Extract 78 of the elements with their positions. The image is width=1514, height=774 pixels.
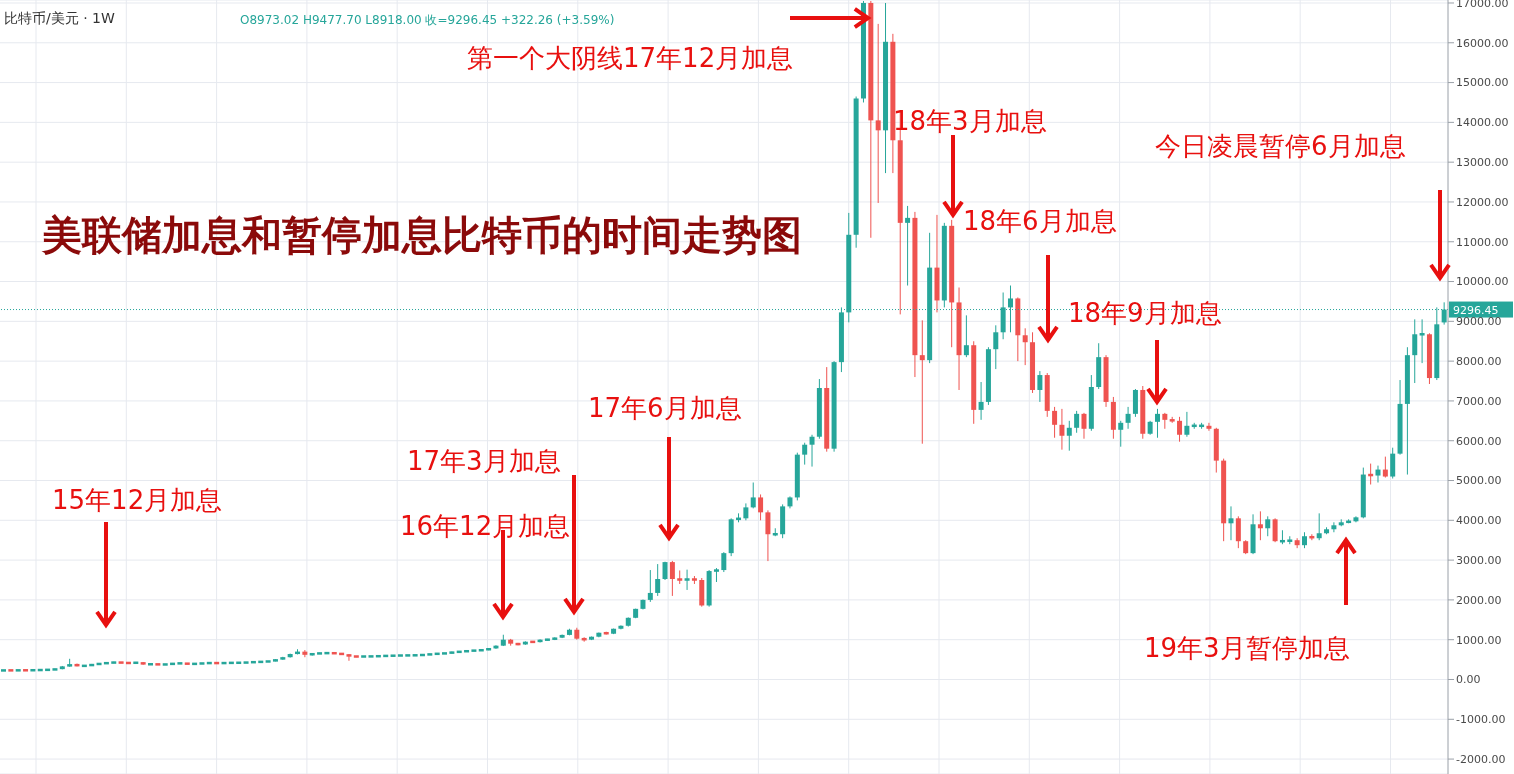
candlestick xyxy=(875,23,881,204)
candlestick xyxy=(1177,416,1183,443)
candlestick xyxy=(758,493,764,521)
candlestick xyxy=(978,381,984,421)
annotation: 19年3月暂停加息 xyxy=(1144,632,1350,664)
candlestick xyxy=(1125,406,1131,430)
candlestick xyxy=(1052,406,1058,439)
candlestick xyxy=(1059,408,1065,451)
annotation: 第一个大阴线17年12月加息 xyxy=(467,42,794,74)
candlestick xyxy=(684,569,690,591)
candlestick xyxy=(647,569,653,603)
candlestick xyxy=(346,653,352,662)
y-tick-label: 5000.00 xyxy=(1456,474,1502,488)
y-tick-label: 3000.00 xyxy=(1456,554,1502,568)
y-tick-label: 12000.00 xyxy=(1456,195,1509,209)
annotation: 18年9月加息 xyxy=(1068,297,1222,329)
y-tick-label: 0.00 xyxy=(1456,673,1481,687)
y-tick-label: 4000.00 xyxy=(1456,514,1502,528)
y-tick-label: -1000.00 xyxy=(1456,713,1506,727)
y-tick-label: -2000.00 xyxy=(1456,752,1506,766)
candlestick xyxy=(655,563,661,597)
y-tick-label: 1000.00 xyxy=(1456,633,1502,647)
candlestick xyxy=(963,314,969,358)
annotation: 18年6月加息 xyxy=(963,205,1117,237)
y-tick-label: 2000.00 xyxy=(1456,593,1502,607)
candlestick xyxy=(765,509,771,562)
annotation: O8973.02 H9477.70 L8918.00 收=9296.45 +322.26 (+3.59%) xyxy=(240,12,615,29)
candlestick xyxy=(1257,510,1263,541)
candlestick xyxy=(1081,412,1087,440)
candlestick xyxy=(1228,505,1234,541)
candlestick xyxy=(1265,515,1271,537)
ref-line-label: 9296.45 xyxy=(1453,303,1499,317)
annotation: 17年3月加息 xyxy=(407,445,561,477)
candlestick xyxy=(1037,370,1043,403)
annotation: 今日凌晨暂停6月加息 xyxy=(1155,130,1406,162)
candlestick xyxy=(1074,410,1080,434)
candlestick xyxy=(809,434,815,468)
annotation: 18年3月加息 xyxy=(893,105,1047,137)
candlestick xyxy=(302,649,308,658)
candlestick xyxy=(919,319,925,445)
y-tick-label: 13000.00 xyxy=(1456,156,1509,170)
candlestick xyxy=(1235,515,1241,549)
y-tick-label: 8000.00 xyxy=(1456,355,1502,369)
candlestick xyxy=(1382,456,1388,479)
candlestick xyxy=(1066,420,1072,452)
candlestick xyxy=(750,482,756,509)
candlestick xyxy=(1331,521,1337,533)
y-tick-label: 6000.00 xyxy=(1456,434,1502,448)
candlestick xyxy=(1132,388,1138,418)
annotation: 15年12月加息 xyxy=(52,484,223,516)
candlestick xyxy=(1022,327,1028,366)
y-tick-label: 11000.00 xyxy=(1456,235,1509,249)
candlestick xyxy=(1206,422,1212,432)
candlestick xyxy=(1154,408,1160,439)
text: 比特币/美元 · 1W xyxy=(4,10,115,28)
candlestick xyxy=(1390,447,1396,480)
y-tick-label: 14000.00 xyxy=(1456,116,1509,130)
candlestick xyxy=(1184,411,1190,438)
annotation: 17年6月加息 xyxy=(588,392,742,424)
candlestick xyxy=(1118,420,1124,448)
candlestick xyxy=(1294,537,1300,549)
candlestick xyxy=(993,324,999,370)
candlestick xyxy=(669,560,675,597)
y-tick-label: 10000.00 xyxy=(1456,275,1509,289)
candlestick xyxy=(721,551,727,573)
candlestick xyxy=(1419,318,1425,364)
candlestick xyxy=(905,205,911,287)
y-tick-label: 7000.00 xyxy=(1456,394,1502,408)
y-tick-label: 15000.00 xyxy=(1456,76,1509,90)
candlestick xyxy=(1316,512,1322,541)
y-tick-label: 9000.00 xyxy=(1456,315,1502,329)
candlestick xyxy=(802,442,808,466)
candlestick xyxy=(1375,465,1381,484)
annotation: 16年12月加息 xyxy=(400,510,571,542)
y-tick-label: 16000.00 xyxy=(1456,36,1509,50)
text: 美联储加息和暂停加息比特币的时间走势图 xyxy=(42,211,802,259)
candlestick xyxy=(1272,517,1278,543)
candlestick xyxy=(1412,318,1418,384)
